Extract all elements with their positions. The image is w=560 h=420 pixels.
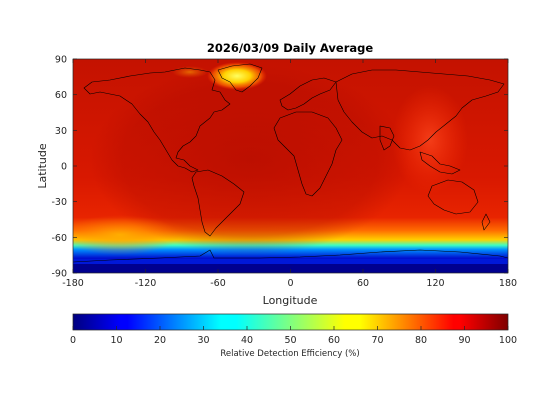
coastline-antarctica bbox=[73, 249, 508, 263]
coastline-asia bbox=[335, 69, 505, 151]
x-tick-label: 60 bbox=[357, 278, 369, 289]
x-tick-label: 180 bbox=[499, 278, 517, 289]
field-night-terminator-dark bbox=[90, 65, 410, 255]
colorbar-tick-label: 80 bbox=[415, 335, 427, 346]
y-axis-ticks: 90 60 30 0 -30 -60 -90 bbox=[51, 55, 508, 280]
y-tick-label: 90 bbox=[55, 55, 67, 66]
y-tick-label: -30 bbox=[51, 197, 67, 208]
colorbar-ticks: 0 10 20 30 40 50 60 70 80 90 100 bbox=[70, 326, 517, 346]
x-axis-ticks: -180 -120 -60 0 60 120 180 bbox=[62, 59, 517, 289]
coastline-india bbox=[379, 125, 395, 151]
x-tick-label: 0 bbox=[287, 278, 293, 289]
coastline-south-america bbox=[191, 169, 245, 237]
y-axis-label: Latitude bbox=[36, 143, 49, 189]
coastline-north-america bbox=[83, 67, 231, 173]
colorbar-tick-label: 40 bbox=[241, 335, 253, 346]
colorbar-tick-label: 10 bbox=[110, 335, 122, 346]
field-north-canada-orange bbox=[172, 66, 208, 78]
coastline-europe bbox=[279, 77, 337, 111]
colorbar-tick-label: 60 bbox=[328, 335, 340, 346]
coastline-greenland bbox=[217, 63, 263, 93]
y-tick-label: 0 bbox=[61, 162, 67, 173]
coastline-se-asia bbox=[419, 151, 461, 175]
chart-title: 2026/03/09 Daily Average bbox=[207, 41, 374, 55]
y-tick-label: -90 bbox=[51, 269, 67, 280]
y-tick-label: -60 bbox=[51, 233, 67, 244]
colorbar-tick-label: 0 bbox=[70, 335, 76, 346]
heatmap-field bbox=[73, 59, 508, 273]
x-tick-label: -180 bbox=[62, 278, 84, 289]
x-axis-label: Longitude bbox=[263, 294, 318, 307]
colorbar-tick-label: 50 bbox=[284, 335, 296, 346]
field-greenland-high bbox=[207, 62, 267, 90]
colorbar-tick-label: 90 bbox=[458, 335, 470, 346]
coastlines bbox=[73, 63, 508, 263]
x-tick-label: -60 bbox=[210, 278, 226, 289]
x-tick-label: -120 bbox=[135, 278, 157, 289]
colorbar-tick-label: 20 bbox=[154, 335, 166, 346]
coastline-australia bbox=[427, 179, 479, 215]
colorbar-tick-label: 70 bbox=[371, 335, 383, 346]
y-tick-label: 30 bbox=[55, 126, 67, 137]
coastline-africa bbox=[273, 111, 343, 197]
colorbar-tick-label: 100 bbox=[499, 335, 517, 346]
colorbar-tick-label: 30 bbox=[197, 335, 209, 346]
x-tick-label: 120 bbox=[426, 278, 444, 289]
field-asia-bright bbox=[392, 85, 468, 195]
colorbar-label: Relative Detection Efficiency (%) bbox=[220, 349, 359, 359]
field-southern-orange bbox=[73, 215, 180, 255]
y-tick-label: 60 bbox=[55, 90, 67, 101]
coastline-new-zealand bbox=[481, 213, 491, 231]
